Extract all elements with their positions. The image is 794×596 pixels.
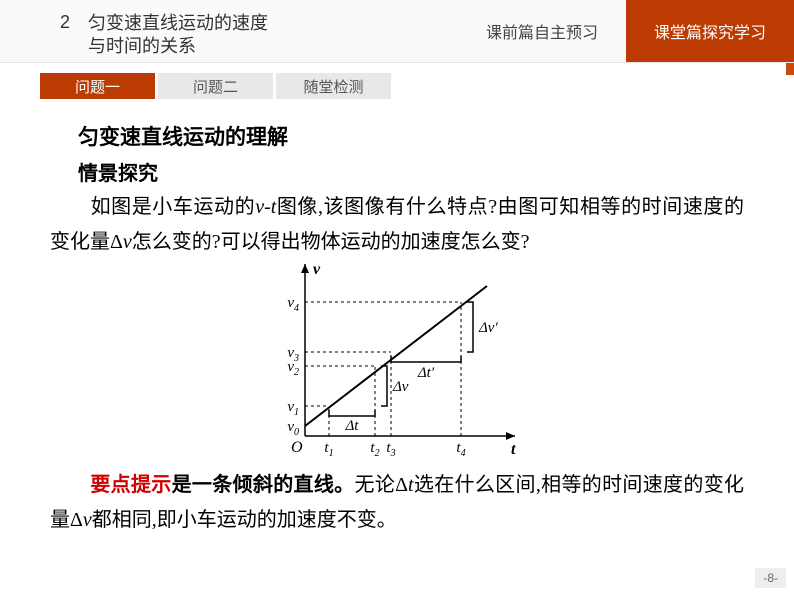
nav-tab-explore[interactable]: 课堂篇探究学习: [626, 0, 794, 62]
svg-text:Δt′: Δt′: [417, 365, 435, 381]
p1-vt: v-t: [255, 196, 276, 218]
chapter-title: 匀变速直线运动的速度 与时间的关系: [88, 12, 268, 59]
orange-edge-decor: [786, 63, 794, 75]
highlight-label: 要点提示: [90, 474, 172, 496]
sub-tab-q1[interactable]: 问题一: [40, 73, 155, 99]
nav-tabs-top: 课前篇自主预习 课堂篇探究学习: [458, 0, 794, 62]
svg-text:t3: t3: [386, 440, 395, 459]
nav-tab-preview[interactable]: 课前篇自主预习: [458, 0, 626, 62]
top-header: 2 匀变速直线运动的速度 与时间的关系 课前篇自主预习 课堂篇探究学习: [0, 0, 794, 63]
sub-tab-q2[interactable]: 问题二: [158, 73, 273, 99]
chapter-title-line1: 匀变速直线运动的速度: [88, 12, 268, 35]
chapter-number: 2: [60, 12, 70, 33]
title-section: 2 匀变速直线运动的速度 与时间的关系: [0, 0, 458, 62]
diagram-wrap: v0v1v2v3v4t1t2t3t4ΔtΔvΔt′Δv′Otv: [50, 256, 744, 466]
svg-text:Δv′: Δv′: [478, 320, 498, 336]
svg-text:O: O: [291, 439, 303, 456]
page-number: -8-: [755, 568, 786, 588]
p1-post: 怎么变的?可以得出物体运动的加速度怎么变?: [132, 231, 530, 253]
svg-text:t: t: [511, 441, 516, 458]
section-title: 匀变速直线运动的理解: [78, 121, 744, 151]
svg-text:v0: v0: [287, 419, 299, 438]
p1-v: v: [123, 231, 132, 253]
svg-text:t2: t2: [370, 440, 379, 459]
svg-text:v1: v1: [287, 399, 299, 418]
p2-v: v: [83, 509, 92, 531]
content-area: 匀变速直线运动的理解 情景探究 如图是小车运动的v-t图像,该图像有什么特点?由…: [0, 99, 794, 538]
paragraph-2: 要点提示是一条倾斜的直线。无论Δt选在什么区间,相等的时间速度的变化量Δv都相同…: [50, 468, 744, 538]
paragraph-1: 如图是小车运动的v-t图像,该图像有什么特点?由图可知相等的时间速度的变化量Δv…: [50, 190, 744, 260]
p1-pre: 如图是小车运动的: [90, 196, 255, 218]
svg-text:t1: t1: [324, 440, 333, 459]
svg-text:Δt: Δt: [345, 418, 360, 434]
p2-pre: 无论Δ: [355, 474, 409, 496]
vt-diagram: v0v1v2v3v4t1t2t3t4ΔtΔvΔt′Δv′Otv: [267, 256, 527, 466]
p2-bold: 是一条倾斜的直线。: [172, 474, 355, 496]
svg-text:v4: v4: [287, 295, 299, 314]
p2-post: 都相同,即小车运动的加速度不变。: [92, 509, 397, 531]
svg-text:v: v: [313, 261, 321, 278]
svg-text:Δv: Δv: [392, 379, 409, 395]
chapter-title-line2: 与时间的关系: [88, 35, 268, 58]
sub-section-title: 情景探究: [78, 157, 744, 186]
sub-tabs: 问题一 问题二 随堂检测: [40, 73, 794, 99]
sub-tab-quiz[interactable]: 随堂检测: [276, 73, 391, 99]
svg-text:t4: t4: [456, 440, 465, 459]
